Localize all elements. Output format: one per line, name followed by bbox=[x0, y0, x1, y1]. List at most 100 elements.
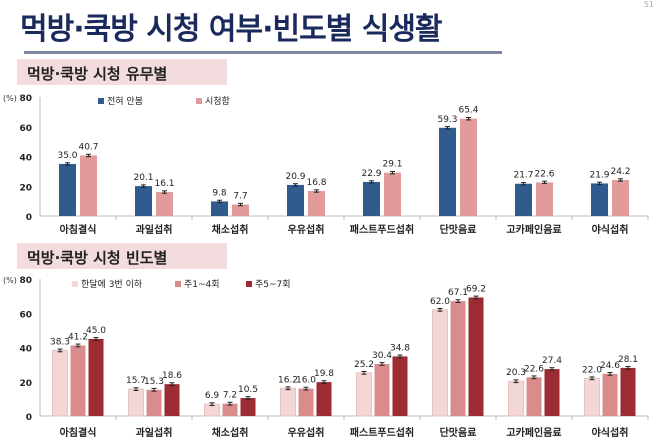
bar bbox=[52, 349, 68, 417]
bar bbox=[135, 186, 152, 216]
bar bbox=[515, 183, 532, 216]
x-tick-label: 과일섭취 bbox=[136, 426, 173, 439]
data-label: 16.2 bbox=[278, 375, 298, 385]
data-label: 22.6 bbox=[524, 364, 544, 374]
bar bbox=[287, 184, 304, 216]
title-divider bbox=[24, 51, 502, 54]
bar bbox=[298, 388, 314, 416]
y-tick-label: 0 bbox=[26, 413, 32, 423]
data-label: 27.4 bbox=[542, 356, 562, 366]
page-title: 먹방·쿡방 시청 여부·빈도별 식생활 bbox=[20, 12, 443, 47]
data-label: 38.3 bbox=[50, 337, 70, 347]
data-label: 69.2 bbox=[466, 284, 486, 294]
data-label: 7.2 bbox=[223, 391, 237, 401]
data-label: 18.6 bbox=[162, 371, 182, 381]
x-tick-label: 패스트푸드섭취 bbox=[350, 223, 414, 236]
data-label: 21.9 bbox=[589, 170, 609, 180]
legend-label: 전혀 안봄 bbox=[107, 96, 143, 107]
bar bbox=[620, 367, 636, 416]
bar bbox=[222, 403, 238, 416]
legend-swatch bbox=[72, 281, 78, 287]
bar bbox=[468, 297, 484, 416]
bar bbox=[460, 118, 477, 216]
x-tick-label: 고카페인음료 bbox=[506, 223, 561, 236]
legend-swatch bbox=[246, 281, 252, 287]
bar bbox=[59, 163, 76, 216]
data-label: 25.2 bbox=[354, 360, 374, 370]
bar bbox=[128, 388, 144, 417]
legend-swatch bbox=[175, 281, 181, 287]
x-tick-label: 우유섭취 bbox=[288, 223, 325, 236]
data-label: 45.0 bbox=[86, 326, 106, 336]
data-label: 7.7 bbox=[233, 192, 247, 202]
x-tick-label: 패스트푸드섭취 bbox=[350, 426, 414, 439]
data-label: 16.8 bbox=[306, 178, 326, 188]
x-tick-label: 야식섭취 bbox=[592, 426, 629, 439]
y-tick-label: 20 bbox=[19, 183, 32, 193]
x-tick-label: 고카페인음료 bbox=[506, 426, 561, 439]
data-label: 15.3 bbox=[144, 377, 164, 387]
data-label: 6.9 bbox=[205, 391, 220, 401]
data-label: 40.7 bbox=[78, 142, 98, 152]
data-label: 24.6 bbox=[600, 361, 620, 371]
bar bbox=[584, 377, 600, 417]
bar bbox=[70, 345, 86, 416]
bar bbox=[439, 127, 456, 216]
bar bbox=[526, 377, 542, 416]
data-label: 19.8 bbox=[314, 369, 334, 379]
y-tick-label: 60 bbox=[19, 310, 32, 320]
x-tick-label: 과일섭취 bbox=[136, 223, 173, 236]
y-tick-label: 80 bbox=[19, 94, 32, 104]
x-tick-label: 우유섭취 bbox=[288, 426, 325, 439]
data-label: 16.0 bbox=[296, 376, 316, 386]
data-label: 22.0 bbox=[582, 365, 602, 375]
y-tick-label: 60 bbox=[19, 124, 32, 134]
bar bbox=[164, 384, 180, 416]
data-label: 9.8 bbox=[212, 188, 227, 198]
x-tick-label: 채소섭취 bbox=[212, 223, 249, 236]
data-label: 30.4 bbox=[372, 351, 392, 361]
data-label: 24.2 bbox=[610, 167, 630, 177]
data-label: 22.9 bbox=[361, 169, 381, 179]
data-label: 29.1 bbox=[382, 160, 402, 170]
data-label: 20.3 bbox=[506, 368, 526, 378]
data-label: 10.5 bbox=[238, 385, 258, 395]
legend-label: 한달에 3번 이하 bbox=[81, 278, 143, 290]
bar bbox=[591, 183, 608, 216]
data-label: 41.2 bbox=[68, 332, 88, 342]
data-label: 16.1 bbox=[154, 179, 174, 189]
x-tick-label: 아침결식 bbox=[60, 426, 97, 439]
bar bbox=[602, 373, 618, 416]
legend-label: 주5~7회 bbox=[255, 279, 291, 290]
bar bbox=[308, 191, 325, 216]
section-title-viewing: 먹방·쿡방 시청 유무별 bbox=[17, 59, 227, 85]
bar bbox=[363, 181, 380, 216]
data-label: 34.8 bbox=[390, 343, 410, 353]
bar bbox=[508, 380, 524, 417]
bar bbox=[280, 387, 296, 417]
x-tick-label: 단맛음료 bbox=[440, 223, 477, 236]
data-label: 20.1 bbox=[133, 173, 153, 183]
legend-swatch bbox=[196, 98, 202, 104]
data-label: 65.4 bbox=[458, 106, 478, 116]
x-tick-label: 아침결식 bbox=[60, 223, 97, 236]
bar bbox=[392, 356, 408, 416]
section-title-frequency: 먹방·쿡방 시청 빈도별 bbox=[17, 243, 227, 269]
y-tick-label: 40 bbox=[19, 154, 32, 164]
data-label: 15.7 bbox=[126, 376, 146, 386]
y-tick-label: 0 bbox=[26, 213, 32, 223]
bar bbox=[156, 192, 173, 216]
data-label: 20.9 bbox=[285, 172, 305, 182]
bar bbox=[374, 363, 390, 416]
bar bbox=[356, 372, 372, 417]
y-tick-label: 40 bbox=[19, 345, 32, 355]
bar bbox=[450, 301, 466, 416]
legend-swatch bbox=[98, 98, 104, 104]
data-label: 35.0 bbox=[57, 151, 77, 161]
x-tick-label: 채소섭취 bbox=[212, 426, 249, 439]
bar bbox=[232, 204, 249, 216]
bar bbox=[146, 389, 162, 416]
legend-label: 주1~4회 bbox=[184, 279, 220, 290]
legend-label: 시청함 bbox=[205, 96, 230, 107]
data-label: 59.3 bbox=[437, 115, 457, 125]
